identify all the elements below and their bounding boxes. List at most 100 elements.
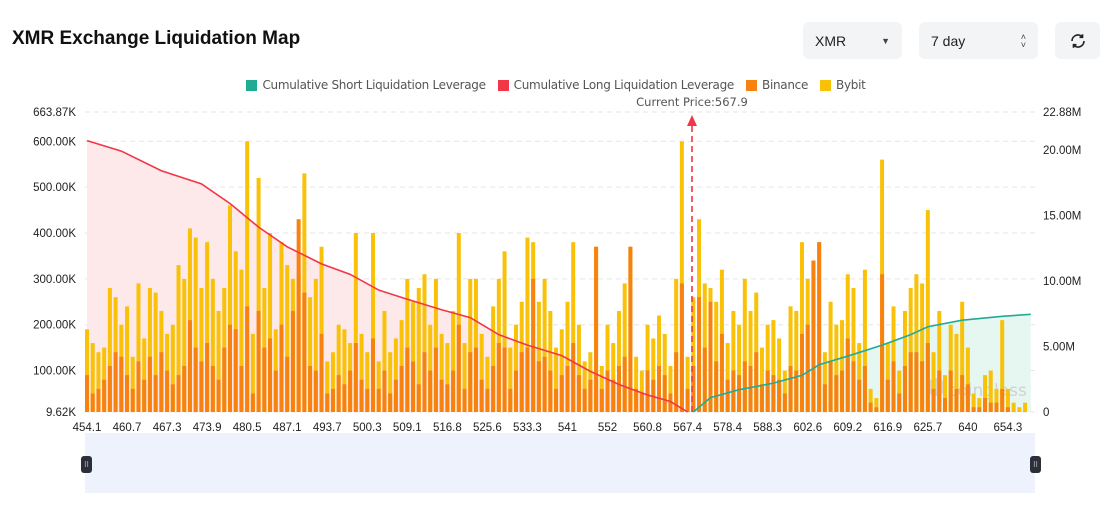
period-select[interactable]: 7 day ˄ ˅ bbox=[919, 22, 1038, 59]
bybit-bar bbox=[862, 269, 867, 412]
coin-select[interactable]: XMR ▼ bbox=[803, 22, 902, 59]
legend-swatch bbox=[246, 79, 258, 91]
binance-bar bbox=[742, 361, 747, 412]
binance-bar bbox=[256, 310, 261, 412]
bybit-bar bbox=[176, 265, 181, 412]
legend-swatch bbox=[746, 79, 758, 91]
binance-bar bbox=[862, 365, 867, 412]
refresh-button[interactable] bbox=[1055, 22, 1100, 59]
binance-bar bbox=[817, 242, 822, 412]
binance-bar bbox=[800, 333, 804, 412]
bybit-bar bbox=[902, 310, 907, 412]
bybit-bar bbox=[965, 347, 970, 412]
legend-item[interactable]: Cumulative Long Liquidation Leverage bbox=[497, 78, 734, 92]
bybit-bar bbox=[605, 324, 610, 412]
slider-right-handle[interactable]: II bbox=[1030, 456, 1041, 473]
binance-bar bbox=[147, 356, 152, 412]
bybit-bar bbox=[1005, 388, 1010, 412]
left-axis-tick: 600.00K bbox=[33, 136, 76, 148]
binance-bar bbox=[119, 356, 124, 412]
binance-bar bbox=[85, 375, 89, 412]
x-axis-tick: 654.3 bbox=[994, 422, 1023, 434]
bybit-bar bbox=[651, 338, 656, 412]
binance-bar bbox=[290, 310, 295, 412]
x-axis-tick: 473.9 bbox=[193, 422, 222, 434]
bybit-bar bbox=[411, 301, 416, 412]
binance-bar bbox=[228, 324, 232, 412]
x-axis-tick: 602.6 bbox=[793, 422, 822, 434]
short-cumulative-line bbox=[692, 313, 1031, 413]
x-axis-tick: 567.4 bbox=[673, 422, 702, 434]
bybit-bar bbox=[308, 297, 313, 412]
bybit-bar bbox=[353, 232, 358, 412]
bybit-bar bbox=[639, 370, 644, 412]
bybit-bar bbox=[691, 297, 696, 412]
binance-bar bbox=[313, 370, 318, 412]
bybit-bar bbox=[937, 310, 942, 412]
bybit-bar bbox=[777, 338, 782, 412]
bybit-bar bbox=[971, 393, 976, 412]
binance-bar bbox=[639, 393, 644, 412]
bybit-bar bbox=[285, 265, 290, 412]
binance-bar bbox=[233, 329, 238, 412]
bybit-bar bbox=[948, 324, 953, 412]
bybit-bar bbox=[931, 352, 936, 412]
binance-bar bbox=[90, 393, 95, 412]
binance-bar bbox=[576, 375, 581, 412]
bybit-bar bbox=[514, 324, 518, 412]
bybit-bar bbox=[1011, 402, 1016, 412]
binance-bar bbox=[840, 370, 845, 412]
binance-bar bbox=[599, 388, 604, 412]
binance-bar bbox=[983, 398, 988, 412]
bybit-bar bbox=[250, 333, 255, 412]
binance-bar bbox=[897, 393, 902, 412]
bybit-bar bbox=[371, 232, 375, 412]
bybit-bar bbox=[268, 232, 273, 412]
binance-bar bbox=[456, 324, 461, 412]
binance-bar bbox=[994, 402, 999, 412]
right-axis-tick: 20.00M bbox=[1043, 145, 1081, 157]
bybit-bar bbox=[313, 278, 318, 412]
legend-item[interactable]: Cumulative Short Liquidation Leverage bbox=[246, 78, 486, 92]
bybit-bar bbox=[788, 306, 793, 412]
legend-item[interactable]: Binance bbox=[746, 78, 808, 92]
binance-bar bbox=[319, 333, 324, 412]
binance-bar bbox=[113, 352, 118, 412]
binance-bar bbox=[902, 365, 907, 412]
binance-bar bbox=[159, 352, 164, 412]
caret-down-icon: ▼ bbox=[881, 35, 890, 46]
x-axis-tick: 588.3 bbox=[753, 422, 782, 434]
binance-bar bbox=[925, 343, 930, 412]
bybit-bar bbox=[130, 356, 135, 412]
binance-bar bbox=[737, 375, 742, 412]
bybit-bar bbox=[193, 237, 198, 412]
x-axis-tick: 480.5 bbox=[233, 422, 262, 434]
binance-bar bbox=[845, 338, 850, 412]
binance-bar bbox=[142, 379, 147, 412]
binance-bar bbox=[960, 375, 965, 412]
slider-left-handle[interactable]: II bbox=[81, 456, 92, 473]
range-slider[interactable] bbox=[85, 433, 1035, 493]
legend-label: Binance bbox=[762, 78, 809, 92]
bybit-bar bbox=[668, 365, 673, 412]
binance-bar bbox=[325, 393, 330, 412]
bybit-bar bbox=[1023, 402, 1028, 412]
bybit-bar bbox=[359, 333, 364, 412]
legend-item[interactable]: Bybit bbox=[820, 78, 866, 92]
period-select-value: 7 day bbox=[931, 32, 966, 49]
bybit-bar bbox=[508, 347, 513, 412]
bybit-bar bbox=[365, 352, 370, 412]
binance-bar bbox=[777, 379, 782, 412]
bybit-bar bbox=[616, 310, 621, 412]
binance-bar bbox=[943, 398, 947, 412]
bybit-bar bbox=[822, 352, 827, 412]
x-axis-tick: 552 bbox=[598, 422, 617, 434]
binance-bar bbox=[702, 347, 707, 412]
binance-bar bbox=[205, 343, 210, 412]
binance-bar bbox=[479, 379, 484, 412]
x-axis-tick: 467.3 bbox=[153, 422, 182, 434]
binance-bar bbox=[342, 384, 347, 412]
bybit-bar bbox=[96, 352, 101, 412]
right-axis-tick: 0 bbox=[1043, 407, 1049, 419]
binance-bar bbox=[554, 388, 559, 412]
